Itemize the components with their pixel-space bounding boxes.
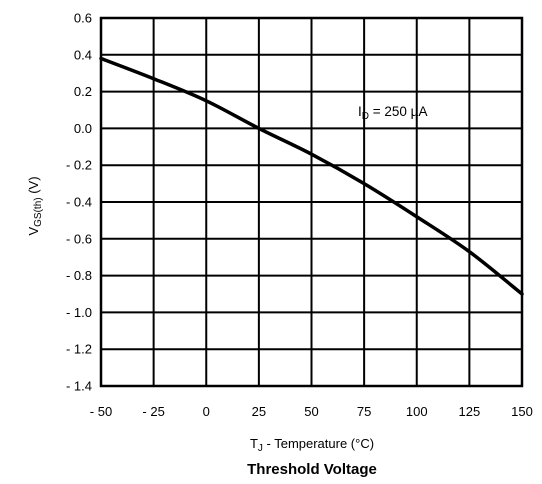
x-tick-label: 50 xyxy=(304,404,318,419)
x-tick-label: 0 xyxy=(203,404,210,419)
x-tick-label: 100 xyxy=(406,404,428,419)
y-tick-label: - 1.4 xyxy=(66,379,92,394)
x-tick-label: 75 xyxy=(357,404,371,419)
chart-title: Threshold Voltage xyxy=(247,461,377,478)
x-tick-label: - 50 xyxy=(90,404,112,419)
x-tick-label: 125 xyxy=(459,404,481,419)
x-axis-label: TJ - Temperature (°C) xyxy=(250,436,374,454)
y-tick-label: - 0.2 xyxy=(66,158,92,173)
y-tick-label: - 1.0 xyxy=(66,305,92,320)
grid xyxy=(100,17,523,387)
series-line xyxy=(99,56,524,296)
y-tick-label: - 0.6 xyxy=(66,231,92,246)
y-tick-label: 0.6 xyxy=(74,11,92,26)
y-tick-label: 0.2 xyxy=(74,84,92,99)
y-tick-labels: 0.6 0.4 0.2 0.0 - 0.2 - 0.4 - 0.6 - 0.8 - 1.0 - 1… xyxy=(66,11,92,394)
y-tick-label: - 1.2 xyxy=(66,342,92,357)
y-tick-label: 0.0 xyxy=(74,121,92,136)
y-tick-label: 0.4 xyxy=(74,47,92,62)
x-tick-labels: - 50 - 25 0 25 50 75 100 125 150 xyxy=(90,404,533,419)
plot-frame xyxy=(99,16,524,388)
x-tick-label: 150 xyxy=(511,404,533,419)
y-axis-label: VGS(th) (V) xyxy=(26,176,44,235)
x-tick-label: - 25 xyxy=(142,404,164,419)
x-tick-label: 25 xyxy=(252,404,266,419)
annotation: ID = 250 µA xyxy=(358,104,427,122)
y-tick-label: - 0.4 xyxy=(66,195,92,210)
y-tick-label: - 0.8 xyxy=(66,268,92,283)
